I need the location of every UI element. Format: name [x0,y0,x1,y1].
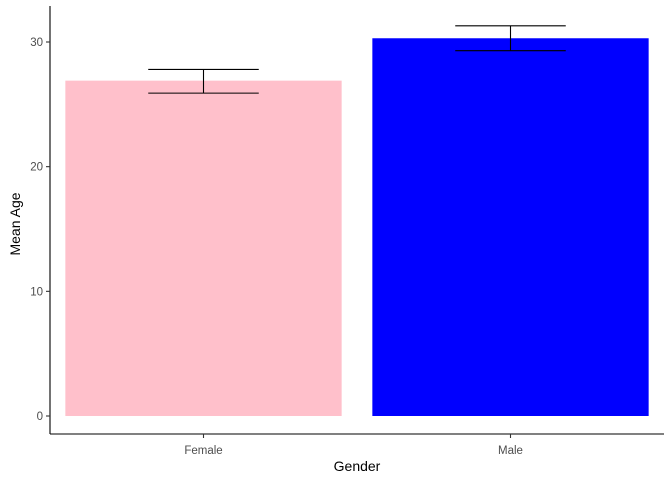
x-axis-ticks: Female Male [184,434,523,457]
x-tick-label: Female [184,445,222,457]
y-tick-label: 20 [30,162,43,174]
bar-male [372,38,649,416]
x-tick-label: Male [498,445,523,457]
y-axis-ticks: 0 10 20 30 [30,37,50,423]
y-tick-label: 0 [37,411,43,423]
y-tick-label: 10 [30,286,43,298]
error-bar-male [455,25,566,52]
y-axis-title: Mean Age [7,192,23,255]
x-axis-title: Gender [334,458,381,474]
bar-female [65,80,342,416]
error-bar-female [148,68,259,94]
y-tick-label: 30 [30,37,43,49]
error-bars-layer [148,25,566,94]
bars-layer [65,38,649,416]
